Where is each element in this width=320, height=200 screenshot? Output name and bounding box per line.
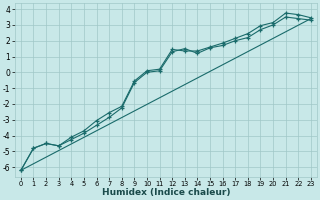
X-axis label: Humidex (Indice chaleur): Humidex (Indice chaleur)	[102, 188, 230, 197]
